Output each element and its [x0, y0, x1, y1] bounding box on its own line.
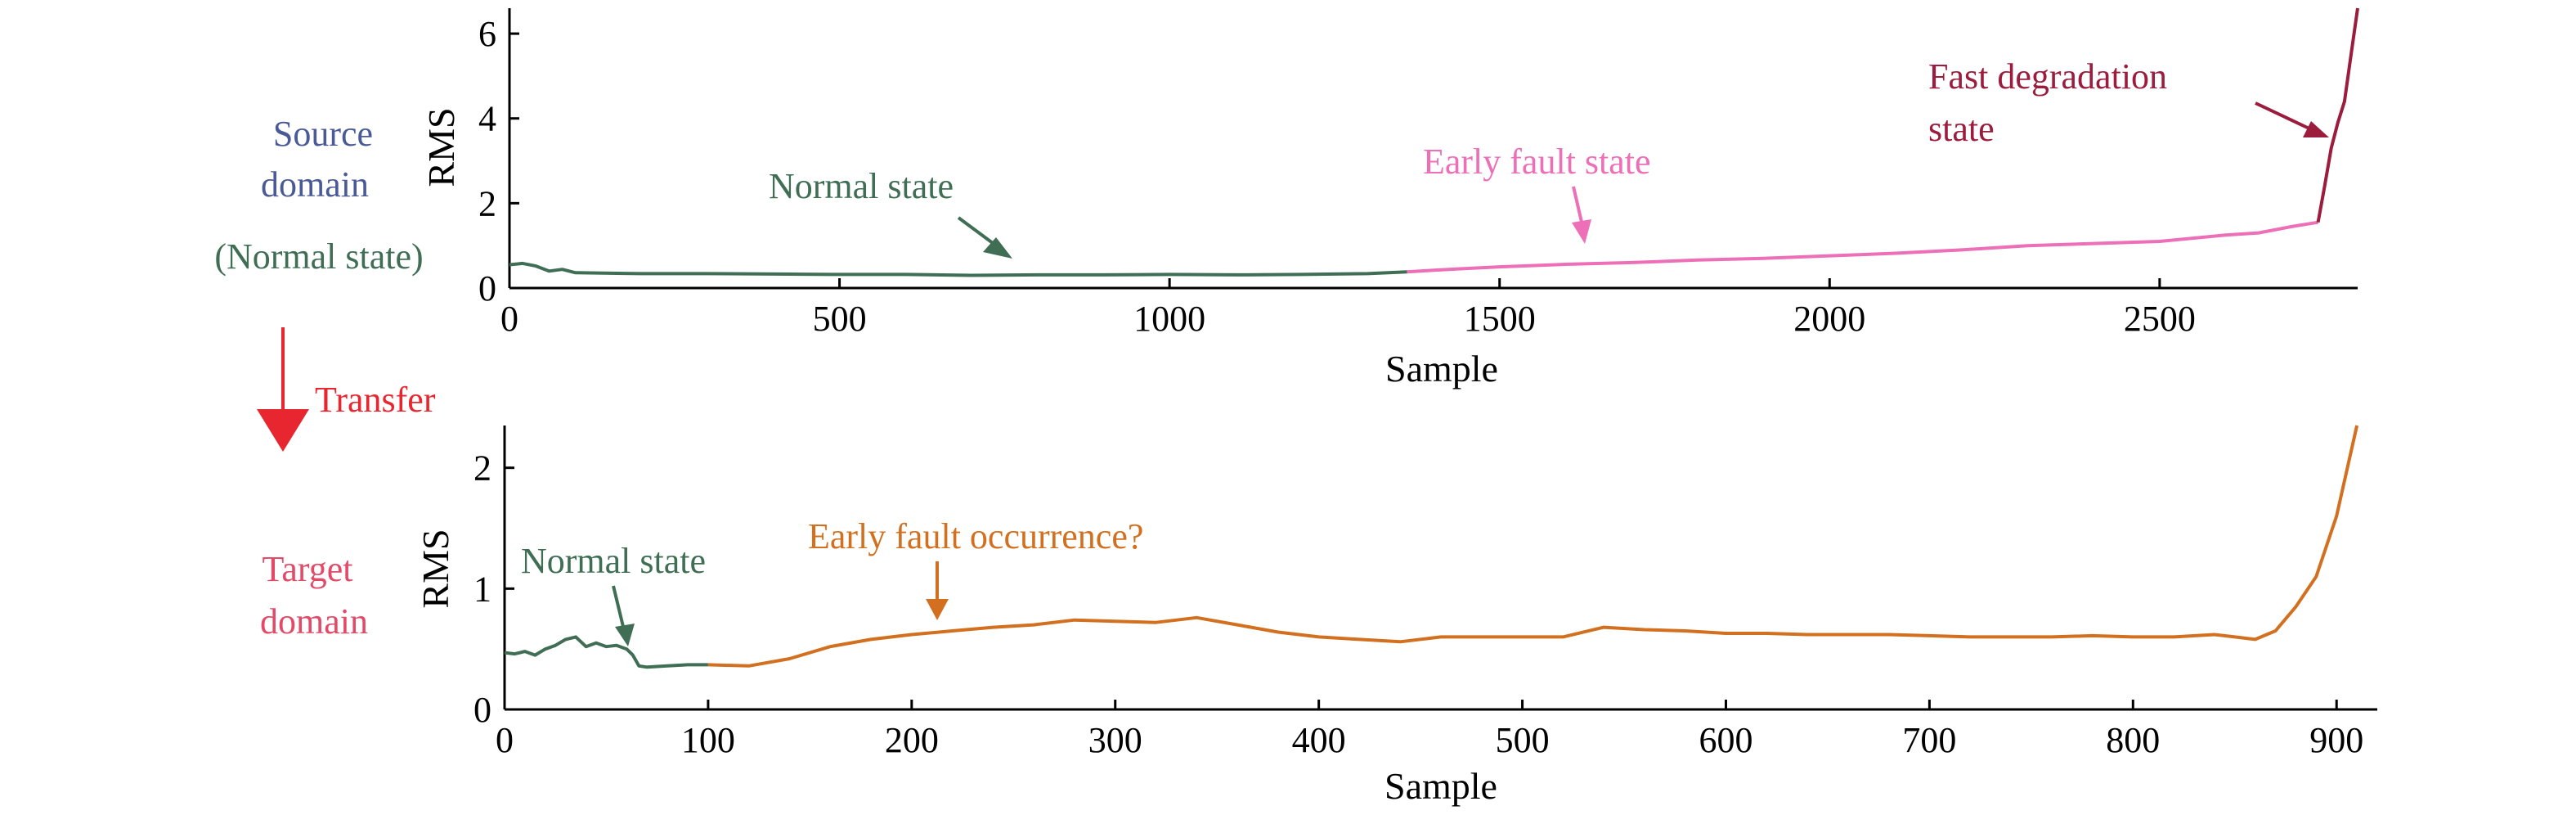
source-x-tick-label: 500	[813, 299, 867, 339]
source-x-tick-label: 2000	[1793, 299, 1865, 339]
source-y-tick-label: 4	[478, 99, 496, 139]
target-plot-y-title: RMS	[415, 529, 456, 608]
source-series-fast	[2316, 7, 2359, 223]
target-plot: 0 100 200 300 400 500 600 700 800 900 0 1 2 Sample R…	[415, 425, 2377, 807]
target-x-tick-label: 800	[2106, 720, 2160, 760]
target-x-tick-label: 700	[1902, 720, 1956, 760]
early-fault-occurrence-label: Early fault occurrence?	[808, 516, 1143, 556]
source-domain-label-2: domain	[261, 164, 369, 205]
source-plot: 0 500 1000 1500 2000 2500 0 2 4 6 Sample RMS Norm…	[420, 7, 2359, 389]
source-plot-x-title: Sample	[1385, 348, 1498, 389]
early-fault-state-arrow	[1572, 186, 1591, 244]
target-y-tick-label: 2	[473, 448, 491, 489]
source-x-tick-label: 1000	[1133, 299, 1205, 339]
target-y-tick-label: 1	[473, 569, 491, 609]
target-x-tick-label: 0	[496, 720, 514, 760]
target-normal-state-label: Normal state	[521, 541, 706, 581]
target-x-tick-label: 200	[885, 720, 939, 760]
target-y-tick-label: 0	[473, 690, 491, 730]
transfer-arrow	[257, 327, 309, 452]
fast-degradation-label-1: Fast degradation	[1928, 56, 2167, 97]
target-x-tick-label: 100	[681, 720, 735, 760]
target-x-tick-label: 300	[1088, 720, 1142, 760]
early-fault-occurrence-arrow	[926, 561, 949, 620]
target-x-tick-label: 900	[2309, 720, 2363, 760]
source-y-tick-label: 2	[478, 183, 496, 223]
target-series-normal	[504, 635, 708, 669]
transfer-label: Transfer	[315, 380, 436, 420]
target-normal-state-arrow	[612, 585, 635, 646]
source-domain-label-1: Source	[273, 114, 373, 154]
source-domain-label-3: (Normal state)	[214, 236, 423, 277]
target-x-tick-label: 400	[1292, 720, 1346, 760]
source-y-tick-label: 0	[478, 268, 496, 308]
target-plot-x-title: Sample	[1384, 765, 1497, 807]
source-series-normal	[509, 261, 1407, 277]
source-x-tick-label: 1500	[1464, 299, 1536, 339]
source-normal-state-arrow	[957, 216, 1012, 259]
target-domain-label-2: domain	[260, 601, 368, 642]
target-series-fault	[707, 425, 2359, 668]
target-domain-label-1: Target	[263, 549, 353, 589]
source-x-tick-label: 2500	[2124, 299, 2196, 339]
fast-degradation-arrow	[2255, 101, 2329, 137]
source-plot-y-title: RMS	[420, 107, 462, 187]
source-y-tick-label: 6	[478, 14, 496, 54]
fast-degradation-label-2: state	[1928, 109, 1995, 149]
early-fault-state-label: Early fault state	[1423, 142, 1651, 182]
target-x-tick-label: 600	[1699, 720, 1752, 760]
source-normal-state-label: Normal state	[769, 166, 954, 206]
source-x-tick-label: 0	[500, 299, 518, 339]
target-x-tick-label: 500	[1496, 720, 1550, 760]
source-series-early	[1407, 220, 2318, 274]
